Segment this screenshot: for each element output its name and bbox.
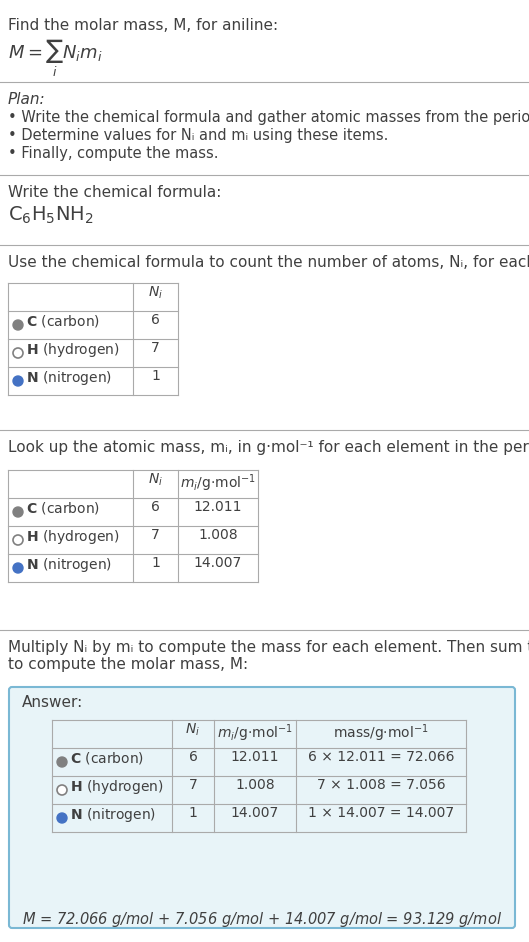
Circle shape [57,785,67,795]
Text: $\mathbf{H}$ (hydrogen): $\mathbf{H}$ (hydrogen) [26,528,120,546]
Text: $M = \sum_i N_i m_i$: $M = \sum_i N_i m_i$ [8,38,103,79]
Text: 6 × 12.011 = 72.066: 6 × 12.011 = 72.066 [308,750,454,764]
Circle shape [13,535,23,545]
Text: Plan:: Plan: [8,92,45,107]
Text: Multiply Nᵢ by mᵢ to compute the mass for each element. Then sum those values
to: Multiply Nᵢ by mᵢ to compute the mass fo… [8,640,529,673]
Text: 1: 1 [188,806,197,820]
Text: • Determine values for Nᵢ and mᵢ using these items.: • Determine values for Nᵢ and mᵢ using t… [8,128,388,143]
Text: 1: 1 [151,369,160,383]
Text: 14.007: 14.007 [194,556,242,570]
Circle shape [13,348,23,358]
Text: Write the chemical formula:: Write the chemical formula: [8,185,221,200]
Text: Look up the atomic mass, mᵢ, in g·mol⁻¹ for each element in the periodic table:: Look up the atomic mass, mᵢ, in g·mol⁻¹ … [8,440,529,455]
Circle shape [13,507,23,517]
Text: $N_i$: $N_i$ [148,285,163,301]
Text: $\mathbf{N}$ (nitrogen): $\mathbf{N}$ (nitrogen) [26,369,112,387]
Text: Use the chemical formula to count the number of atoms, Nᵢ, for each element:: Use the chemical formula to count the nu… [8,255,529,270]
Text: 12.011: 12.011 [231,750,279,764]
Text: 6: 6 [188,750,197,764]
Text: • Finally, compute the mass.: • Finally, compute the mass. [8,146,218,161]
Text: $\mathbf{H}$ (hydrogen): $\mathbf{H}$ (hydrogen) [70,778,164,796]
Text: 1: 1 [151,556,160,570]
Text: $\mathbf{N}$ (nitrogen): $\mathbf{N}$ (nitrogen) [70,806,156,824]
Text: • Write the chemical formula and gather atomic masses from the periodic table.: • Write the chemical formula and gather … [8,110,529,125]
Text: $N_i$: $N_i$ [148,472,163,488]
Text: 7: 7 [189,778,197,792]
Text: $\mathbf{N}$ (nitrogen): $\mathbf{N}$ (nitrogen) [26,556,112,574]
Text: $m_i$/g·mol$^{-1}$: $m_i$/g·mol$^{-1}$ [180,472,256,494]
Text: 7: 7 [151,341,160,355]
Circle shape [13,320,23,330]
Text: Answer:: Answer: [22,695,83,710]
Circle shape [57,757,67,767]
Text: 6: 6 [151,500,160,514]
Circle shape [13,563,23,573]
Text: $N_i$: $N_i$ [186,722,200,739]
FancyBboxPatch shape [9,687,515,928]
Text: 14.007: 14.007 [231,806,279,820]
Text: $\mathbf{C}$ (carbon): $\mathbf{C}$ (carbon) [70,750,144,766]
Circle shape [57,813,67,823]
Text: $m_i$/g·mol$^{-1}$: $m_i$/g·mol$^{-1}$ [217,722,293,743]
Text: $M$ = 72.066 g/mol + 7.056 g/mol + 14.007 g/mol = 93.129 g/mol: $M$ = 72.066 g/mol + 7.056 g/mol + 14.00… [22,910,502,929]
Text: $\mathrm{C_6H_5NH_2}$: $\mathrm{C_6H_5NH_2}$ [8,205,94,226]
Text: 1.008: 1.008 [198,528,238,542]
Text: 12.011: 12.011 [194,500,242,514]
Text: 6: 6 [151,313,160,327]
Text: 7: 7 [151,528,160,542]
Text: mass/g·mol$^{-1}$: mass/g·mol$^{-1}$ [333,722,429,743]
Text: 1.008: 1.008 [235,778,275,792]
Text: 7 × 1.008 = 7.056: 7 × 1.008 = 7.056 [317,778,445,792]
Text: $\mathbf{C}$ (carbon): $\mathbf{C}$ (carbon) [26,313,100,329]
Circle shape [13,376,23,386]
Text: $\mathbf{H}$ (hydrogen): $\mathbf{H}$ (hydrogen) [26,341,120,359]
Text: Find the molar mass, M, for aniline:: Find the molar mass, M, for aniline: [8,18,278,33]
Text: 1 × 14.007 = 14.007: 1 × 14.007 = 14.007 [308,806,454,820]
Text: $\mathbf{C}$ (carbon): $\mathbf{C}$ (carbon) [26,500,100,516]
